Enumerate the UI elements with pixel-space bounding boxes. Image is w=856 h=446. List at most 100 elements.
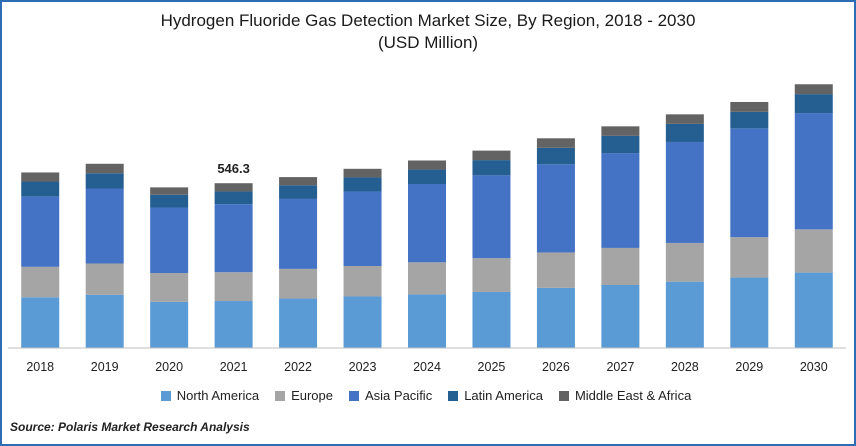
bar-north-america-2026 (536, 287, 575, 348)
legend-item-latin-america: Latin America (448, 388, 543, 403)
bar-north-america-2024 (408, 294, 446, 348)
bar-north-america-2027 (601, 284, 640, 348)
bar-north-america-2021 (214, 301, 253, 348)
legend-item-north-america: North America (160, 388, 260, 403)
bar-europe-2020 (150, 273, 189, 302)
bar-north-america-2030 (794, 272, 833, 348)
x-tick-2030: 2030 (800, 360, 828, 374)
bar-latin-america-2020 (150, 194, 189, 208)
bar-north-america-2020 (150, 301, 189, 348)
bar-latin-america-2028 (665, 123, 704, 142)
bar-europe-2025 (472, 258, 511, 292)
bar-europe-2021 (214, 272, 253, 302)
bar-north-america-2023 (343, 296, 382, 348)
bar-asia-pacific-2030 (794, 113, 833, 230)
bar-europe-2024 (408, 262, 446, 295)
x-tick-2022: 2022 (284, 360, 312, 374)
bar-north-america-2018 (21, 297, 60, 348)
bar-asia-pacific-2029 (730, 128, 769, 238)
legend-swatch-north-america (160, 390, 171, 401)
bar-europe-2023 (343, 266, 382, 297)
x-tick-2027: 2027 (606, 360, 634, 374)
bar-north-america-2019 (85, 294, 124, 348)
bar-middle-east-africa-2024 (408, 160, 446, 170)
chart-subtitle: (USD Million) (377, 33, 479, 52)
bar-europe-2026 (536, 252, 575, 288)
x-tick-2021: 2021 (220, 360, 248, 374)
bar-latin-america-2024 (408, 169, 446, 185)
bar-asia-pacific-2025 (472, 175, 511, 259)
legend-label-north-america: North America (176, 388, 260, 403)
bar-north-america-2025 (472, 291, 511, 348)
bar-north-america-2029 (730, 277, 769, 348)
legend-label-middle-east-africa: Middle East & Africa (574, 388, 692, 403)
data-label-2021: 546.3 (217, 161, 250, 176)
bar-latin-america-2023 (343, 177, 382, 192)
x-tick-2023: 2023 (349, 360, 377, 374)
legend-swatch-latin-america (448, 390, 459, 401)
legend-swatch-asia-pacific (349, 390, 359, 401)
bar-asia-pacific-2027 (601, 153, 640, 248)
bar-europe-2028 (665, 242, 704, 282)
bar-asia-pacific-2021 (214, 204, 253, 273)
bar-europe-2030 (794, 229, 833, 273)
bar-latin-america-2026 (536, 147, 575, 165)
data-labels: 546.3 (217, 161, 250, 176)
x-tick-2028: 2028 (671, 360, 699, 374)
x-tick-labels: 2018 2019 2020 2021 2022 2023 2024 2025 2026 2027… (26, 360, 827, 374)
legend-label-asia-pacific: Asia Pacific (365, 388, 433, 403)
legend-item-asia-pacific: Asia Pacific (349, 388, 432, 403)
bar-asia-pacific-2028 (665, 141, 704, 243)
bar-latin-america-2030 (794, 94, 833, 114)
bar-asia-pacific-2026 (536, 164, 575, 253)
legend-swatch-middle-east-africa (558, 390, 569, 401)
x-tick-2026: 2026 (542, 360, 570, 374)
bar-asia-pacific-2024 (408, 184, 446, 263)
bar-middle-east-africa-2030 (794, 84, 833, 95)
bar-asia-pacific-2019 (85, 188, 124, 264)
bar-asia-pacific-2022 (279, 198, 318, 269)
bar-europe-2018 (21, 266, 60, 298)
bar-latin-america-2022 (279, 185, 318, 199)
legend-swatch-europe (275, 390, 286, 401)
legend-item-europe: Europe (275, 388, 333, 403)
bar-middle-east-africa-2020 (150, 187, 189, 195)
x-tick-2019: 2019 (91, 360, 119, 374)
x-tick-2018: 2018 (26, 360, 54, 374)
bar-north-america-2022 (279, 298, 318, 348)
source-note: Source: Polaris Market Research Analysis (10, 420, 250, 434)
x-tick-2020: 2020 (155, 360, 183, 374)
bar-middle-east-africa-2018 (21, 172, 60, 182)
legend-item-middle-east-africa: Middle East & Africa (558, 388, 692, 403)
x-tick-2025: 2025 (478, 360, 506, 374)
bar-latin-america-2018 (21, 181, 60, 197)
legend-label-europe: Europe (291, 388, 333, 403)
bar-middle-east-africa-2026 (536, 138, 575, 148)
bar-latin-america-2029 (730, 111, 769, 129)
bar-middle-east-africa-2022 (279, 177, 318, 186)
bar-asia-pacific-2020 (150, 207, 189, 274)
bar-asia-pacific-2023 (343, 191, 382, 267)
chart-title: Hydrogen Fluoride Gas Detection Market S… (2, 10, 854, 54)
x-tick-2029: 2029 (735, 360, 763, 374)
bar-middle-east-africa-2021 (214, 183, 253, 192)
bar-latin-america-2027 (601, 135, 640, 154)
legend: North America Europe Asia Pacific Latin Ame… (0, 388, 852, 403)
bar-latin-america-2019 (85, 173, 124, 189)
chart-title-line: Hydrogen Fluoride Gas Detection Market S… (160, 11, 696, 30)
bar-europe-2027 (601, 247, 640, 285)
bar-latin-america-2025 (472, 160, 511, 176)
bar-europe-2019 (85, 263, 124, 295)
bar-middle-east-africa-2029 (730, 101, 769, 112)
x-tick-2024: 2024 (413, 360, 441, 374)
bar-north-america-2028 (665, 281, 704, 348)
bar-latin-america-2021 (214, 191, 253, 205)
bar-middle-east-africa-2019 (85, 163, 124, 174)
bar-asia-pacific-2018 (21, 196, 60, 267)
bar-middle-east-africa-2023 (343, 168, 382, 178)
bars-layer (21, 84, 833, 348)
legend-label-latin-america: Latin America (464, 388, 543, 403)
bar-europe-2022 (279, 268, 318, 299)
bar-middle-east-africa-2027 (601, 126, 640, 136)
